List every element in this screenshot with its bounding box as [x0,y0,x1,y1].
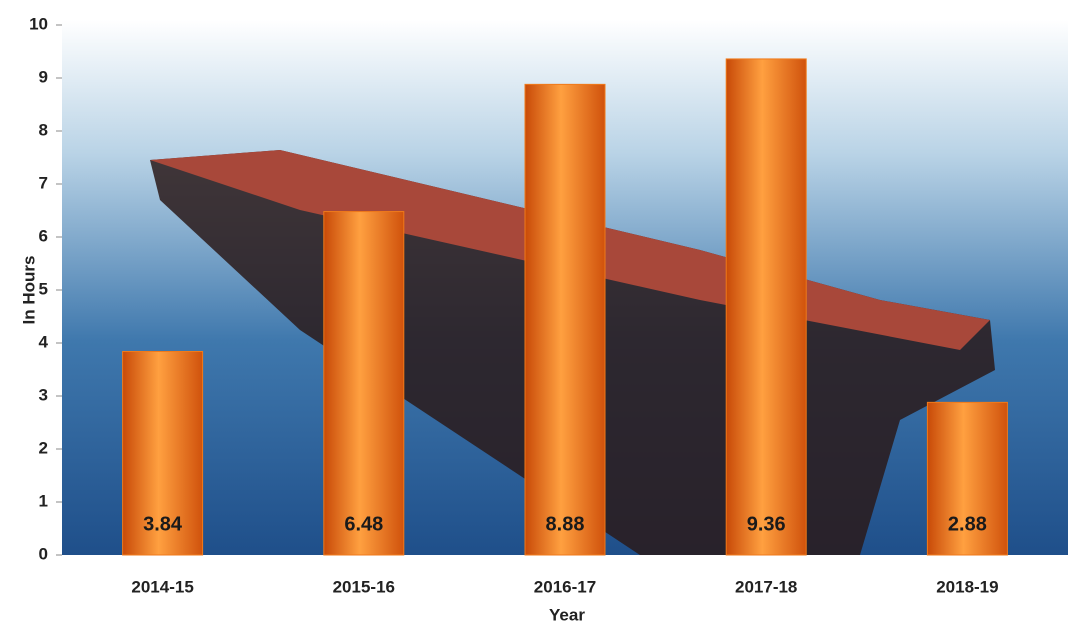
bar [122,350,204,556]
bar [725,58,807,556]
value-label: 9.36 [747,513,786,535]
bar [524,83,606,556]
value-label: 8.88 [546,513,585,535]
x-tick-label: 2018-19 [936,577,998,596]
y-tick-label: 3 [39,385,48,404]
value-label: 2.88 [948,513,987,535]
y-tick-label: 2 [39,438,48,457]
bar [926,401,1008,556]
value-label: 6.48 [344,513,383,535]
x-tick-label: 2017-18 [735,577,797,596]
x-tick-label: 2016-17 [534,577,596,596]
y-tick-label: 8 [39,120,48,139]
y-tick-label: 4 [39,332,49,351]
value-label: 3.84 [143,513,183,535]
y-tick-label: 5 [39,279,48,298]
y-tick-label: 6 [39,226,48,245]
y-tick-label: 1 [39,491,48,510]
y-axis-label: In Hours [19,256,38,325]
y-tick-label: 7 [39,173,48,192]
y-tick-label: 0 [39,544,48,563]
x-axis-label: Year [549,605,585,624]
y-tick-label: 10 [29,14,48,33]
bar [323,211,405,556]
y-tick-label: 9 [39,67,48,86]
x-tick-label: 2015-16 [333,577,395,596]
x-tick-label: 2014-15 [131,577,193,596]
